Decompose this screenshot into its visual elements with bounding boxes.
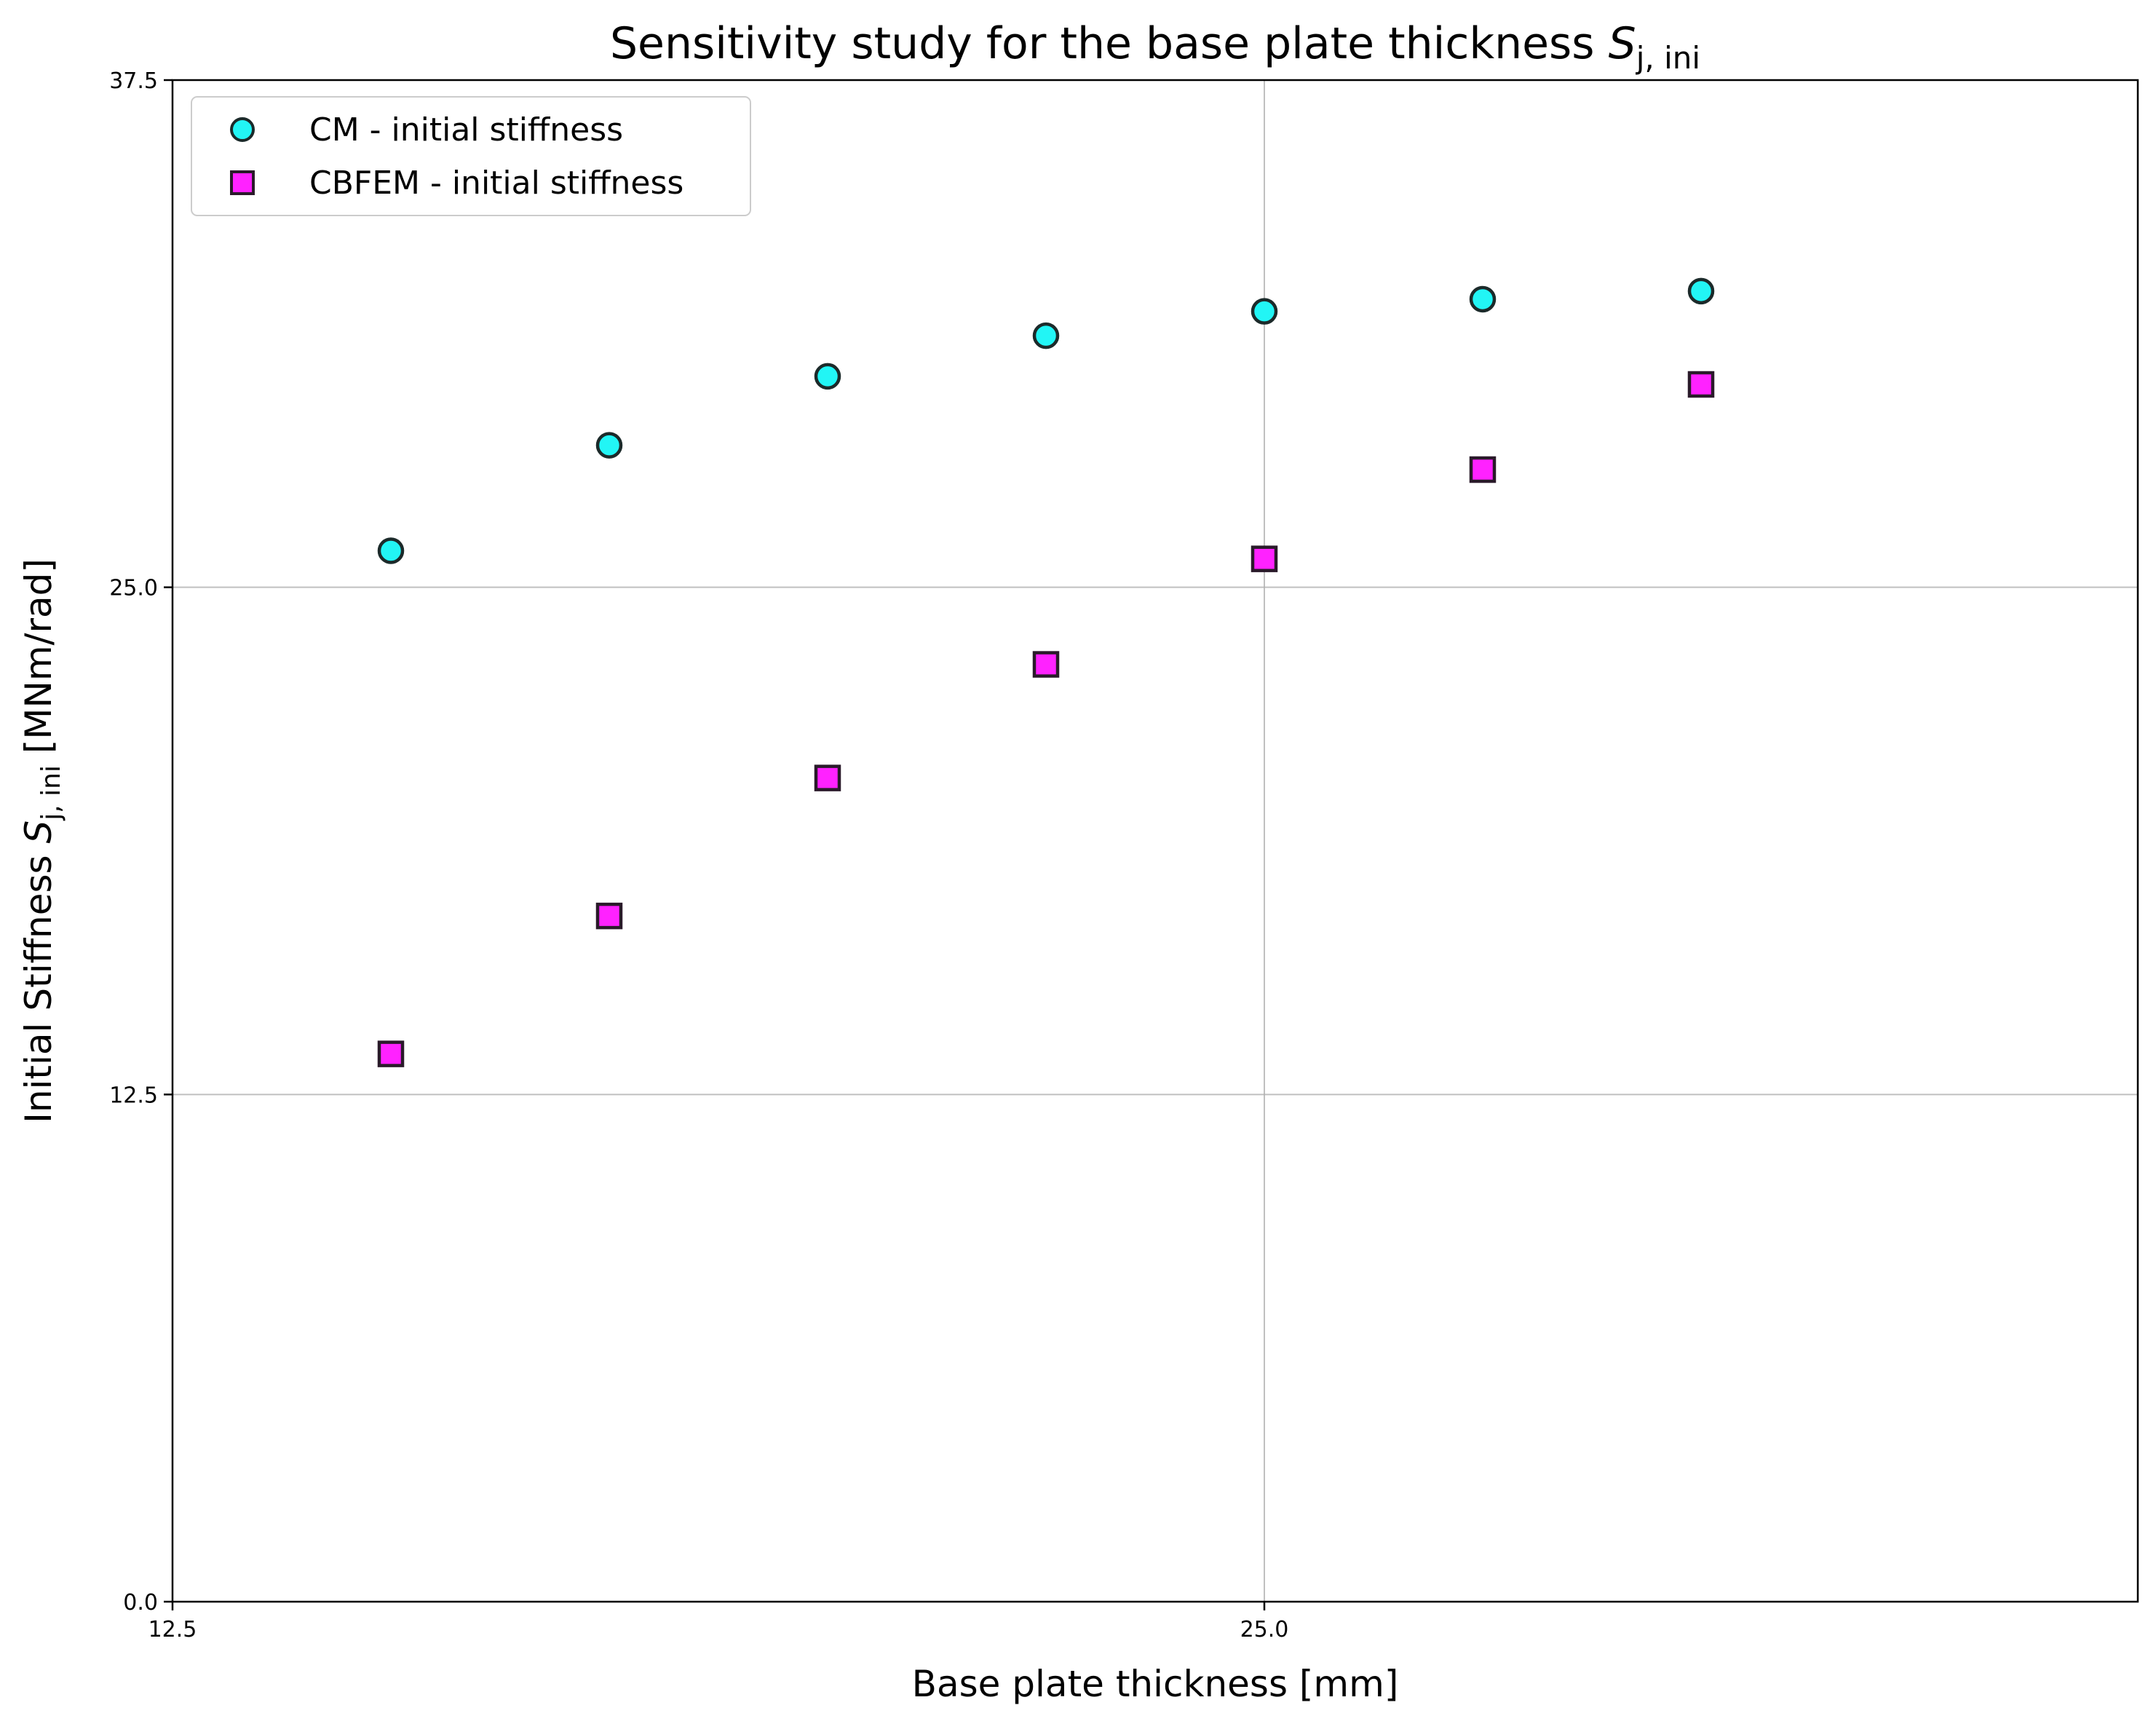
y-tick-label: 25.0 — [109, 576, 158, 601]
axis-ticks: 12.5 25.00.012.525.037.5 — [109, 68, 1288, 1642]
y-axis-label-subscript: j, ini — [36, 765, 66, 821]
chart-title-main: Sensitivity study for the base plate thi… — [610, 18, 1595, 69]
y-axis-label: Initial Stiffness Sj, ini [MNm/rad] — [17, 558, 66, 1123]
y-tick-label: 12.5 — [109, 1083, 158, 1108]
chart-title-subscript: j, ini — [1636, 40, 1700, 76]
cm-data-point — [1687, 277, 1715, 305]
cm-data-point — [1469, 285, 1497, 313]
x-tick-label: 12.5 — [148, 1617, 197, 1642]
data-points — [377, 277, 1715, 1067]
cbfem-data-point — [1469, 456, 1497, 483]
cbfem-data-point — [1687, 371, 1715, 398]
cbfem-data-point — [1032, 651, 1060, 678]
y-axis-label-symbol: S — [17, 821, 60, 844]
x-tick-label: 25.0 — [1240, 1617, 1289, 1642]
legend-label-cm: CM - initial stiffness — [309, 111, 623, 149]
chart-title: Sensitivity study for the base plate thi… — [610, 18, 1700, 76]
y-tick-label: 0.0 — [123, 1590, 158, 1616]
plot-area-frame — [171, 79, 2139, 1603]
cm-data-point — [595, 432, 623, 459]
chart-title-symbol: S — [1609, 18, 1636, 69]
legend: CM - initial stiffness CBFEM - initial s… — [191, 96, 751, 216]
cm-data-point — [1032, 322, 1060, 349]
cbfem-data-point — [1251, 545, 1278, 572]
legend-label-cbfem: CBFEM - initial stiffness — [309, 165, 683, 202]
cbfem-data-point — [595, 902, 623, 930]
cm-data-point — [1251, 298, 1278, 325]
cm-data-point — [814, 363, 841, 390]
y-axis-label-prefix: Initial Stiffness — [17, 855, 60, 1123]
legend-marker-cbfem — [230, 170, 255, 195]
legend-marker-cm — [230, 117, 255, 142]
y-tick-label: 37.5 — [109, 68, 158, 94]
grid-lines — [173, 80, 2138, 1602]
cm-data-point — [377, 537, 405, 564]
cbfem-data-point — [377, 1040, 405, 1067]
x-axis-label: Base plate thickness [mm] — [912, 1663, 1399, 1705]
legend-box — [191, 96, 751, 216]
y-axis-label-suffix: [MNm/rad] — [17, 558, 60, 754]
cbfem-data-point — [814, 764, 841, 791]
